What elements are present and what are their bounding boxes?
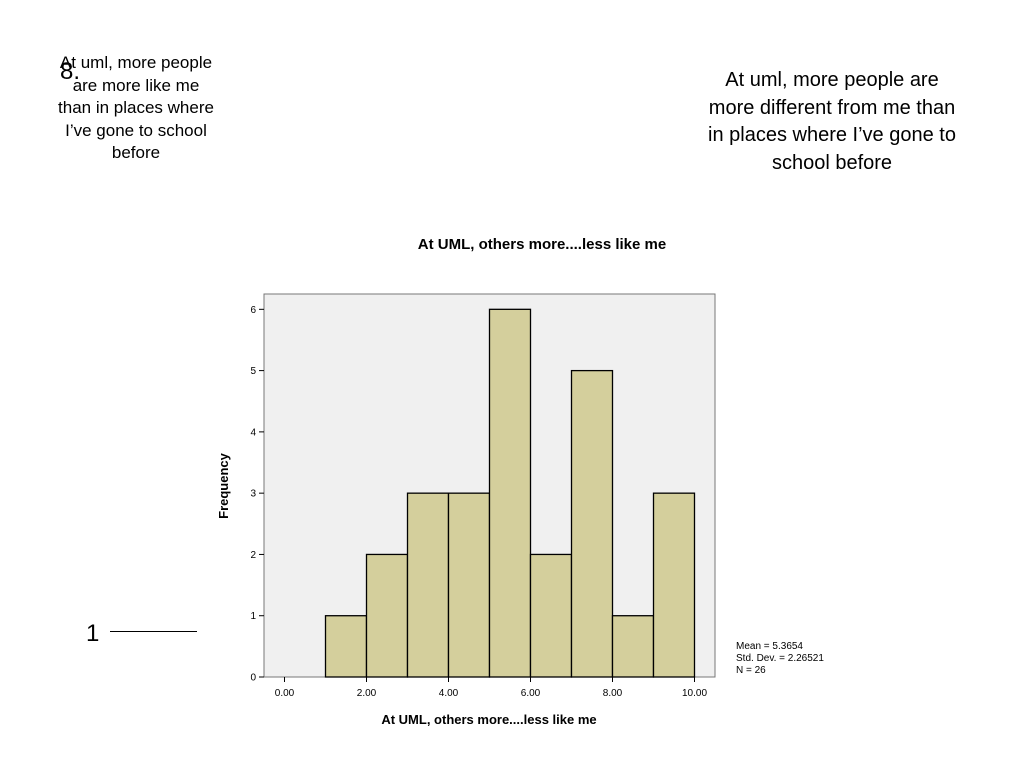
stat-std-dev: Std. Dev. = 2.26521 bbox=[736, 653, 824, 664]
histogram-bar-9 bbox=[652, 492, 696, 678]
histogram-bar-2 bbox=[365, 553, 409, 678]
stat-mean: Mean = 5.3654 bbox=[736, 641, 803, 652]
histogram-bar-3 bbox=[406, 492, 450, 678]
y-tick-label: 6 bbox=[250, 305, 256, 316]
histogram-bar-4 bbox=[447, 492, 491, 678]
x-axis: 0.00 2.00 4.00 6.00 8.00 10.00 bbox=[275, 677, 707, 699]
stat-n: N = 26 bbox=[736, 665, 766, 676]
left-scale-label: At uml, more people are more like me tha… bbox=[58, 53, 214, 162]
y-tick-label: 4 bbox=[250, 427, 256, 438]
histogram-bar-7 bbox=[570, 369, 614, 678]
chart-title: At UML, others more....less like me bbox=[417, 236, 667, 253]
x-tick-label: 8.00 bbox=[603, 688, 623, 699]
x-axis-label: At UML, others more....less like me bbox=[381, 712, 596, 727]
y-tick-label: 0 bbox=[250, 673, 256, 684]
y-tick-label: 3 bbox=[250, 489, 256, 500]
y-tick-label: 1 bbox=[250, 611, 256, 622]
histogram-bar-1 bbox=[324, 615, 368, 678]
scale-start-number: 1 bbox=[86, 620, 100, 647]
y-axis-label: Frequency bbox=[216, 452, 231, 519]
x-tick-label: 10.00 bbox=[682, 688, 707, 699]
y-axis: 0 1 2 3 4 5 6 bbox=[250, 305, 264, 684]
x-tick-label: 4.00 bbox=[439, 688, 459, 699]
histogram-bar-5 bbox=[488, 308, 532, 678]
summary-stats: Mean = 5.3654 Std. Dev. = 2.26521 N = 26 bbox=[736, 641, 824, 677]
y-tick-label: 5 bbox=[250, 366, 256, 377]
x-tick-label: 2.00 bbox=[357, 688, 377, 699]
y-tick-label: 2 bbox=[250, 550, 256, 561]
histogram-bar-8 bbox=[611, 615, 655, 678]
answer-line[interactable] bbox=[110, 631, 197, 632]
histogram-bar-6 bbox=[529, 553, 573, 678]
x-tick-label: 0.00 bbox=[275, 688, 295, 699]
right-scale-label: At uml, more people are more different f… bbox=[708, 69, 956, 174]
question-number: 8. bbox=[60, 58, 81, 85]
bars-group bbox=[324, 308, 696, 678]
x-tick-label: 6.00 bbox=[521, 688, 541, 699]
